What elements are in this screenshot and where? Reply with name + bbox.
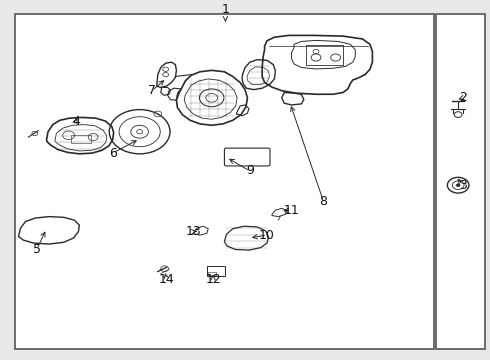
Bar — [208, 271, 216, 275]
Text: 4: 4 — [72, 114, 80, 127]
Text: 3: 3 — [459, 179, 467, 192]
Text: 14: 14 — [159, 273, 174, 286]
Text: 8: 8 — [319, 195, 327, 208]
Text: 6: 6 — [109, 147, 117, 159]
Text: 10: 10 — [259, 229, 275, 242]
Circle shape — [456, 184, 460, 186]
Text: 13: 13 — [186, 225, 201, 238]
Bar — [306, 45, 343, 65]
Text: 7: 7 — [148, 84, 156, 97]
Text: 9: 9 — [246, 165, 254, 177]
Text: 12: 12 — [205, 273, 221, 286]
Bar — [71, 135, 91, 143]
Text: 2: 2 — [459, 91, 467, 104]
Bar — [436, 14, 485, 349]
Text: 5: 5 — [33, 243, 41, 256]
Bar — [207, 266, 225, 276]
Text: 1: 1 — [221, 3, 229, 16]
Bar — [15, 14, 434, 349]
Text: 11: 11 — [284, 204, 299, 217]
